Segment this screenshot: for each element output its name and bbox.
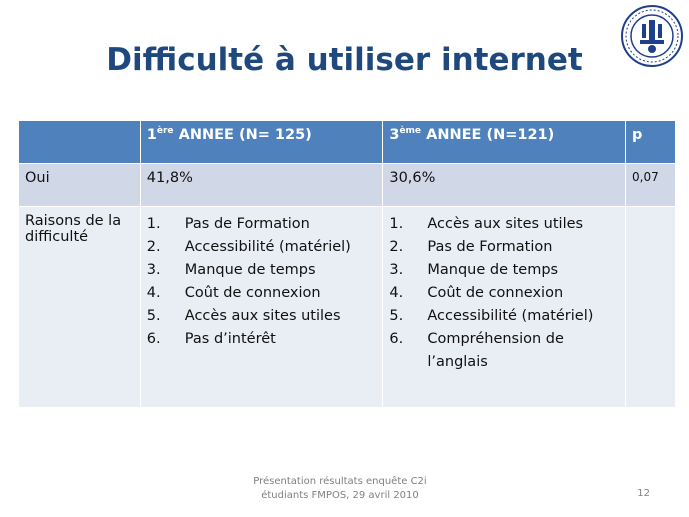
row-label-oui: Oui	[18, 163, 141, 207]
page-number: 12	[637, 488, 650, 499]
header-empty-cell	[18, 120, 141, 164]
header-year1: 1ère ANNEE (N= 125)	[139, 120, 384, 164]
header-p-value: p	[625, 120, 676, 164]
oui-year1-value: 41,8%	[139, 163, 384, 207]
raisons-p-cell	[625, 206, 676, 408]
row-label-raisons: Raisons de la difficulté	[18, 206, 141, 408]
list-item: Accessibilité (matériel)	[147, 236, 351, 259]
list-item: Manque de temps	[389, 259, 559, 282]
list-item: Coût de connexion	[147, 282, 321, 305]
table-header-row: 1ère ANNEE (N= 125) 3ème ANNEE (N=121) p	[18, 120, 676, 164]
list-item: Manque de temps	[147, 259, 316, 282]
footer-line-2: étudiants FMPOS, 29 avril 2010	[261, 490, 419, 501]
raisons-year3-list: Accès aux sites utiles Pas de Formation …	[389, 213, 619, 374]
header-year3: 3ème ANNEE (N=121)	[382, 120, 627, 164]
slide-title: Difficulté à utiliser internet	[106, 42, 583, 78]
list-item: Accès aux sites utiles	[147, 305, 341, 328]
raisons-year3-cell: Accès aux sites utiles Pas de Formation …	[382, 206, 627, 408]
raisons-year1-cell: Pas de Formation Accessibilité (matériel…	[139, 206, 384, 408]
list-item: Pas de Formation	[389, 236, 553, 259]
list-item: Pas d’intérêt	[147, 328, 276, 351]
oui-year3-value: 30,6%	[382, 163, 627, 207]
list-item: Accessibilité (matériel)	[389, 305, 594, 328]
university-seal-icon	[621, 5, 683, 67]
list-item: Coût de connexion	[389, 282, 564, 305]
raisons-year1-list: Pas de Formation Accessibilité (matériel…	[147, 213, 377, 351]
results-table: 1ère ANNEE (N= 125) 3ème ANNEE (N=121) p…	[18, 120, 676, 408]
footer-line-1: Présentation résultats enquête C2i	[253, 476, 427, 487]
list-item: Compréhension de l’anglais	[389, 328, 564, 370]
list-item: Accès aux sites utiles	[389, 213, 584, 236]
slide-footer: Présentation résultats enquête C2i étudi…	[230, 475, 450, 503]
oui-p-value: 0,07	[625, 163, 676, 207]
table-row-oui: Oui 41,8% 30,6% 0,07	[18, 163, 676, 207]
list-item: Pas de Formation	[147, 213, 310, 236]
table-row-raisons: Raisons de la difficulté Pas de Formatio…	[18, 206, 676, 408]
